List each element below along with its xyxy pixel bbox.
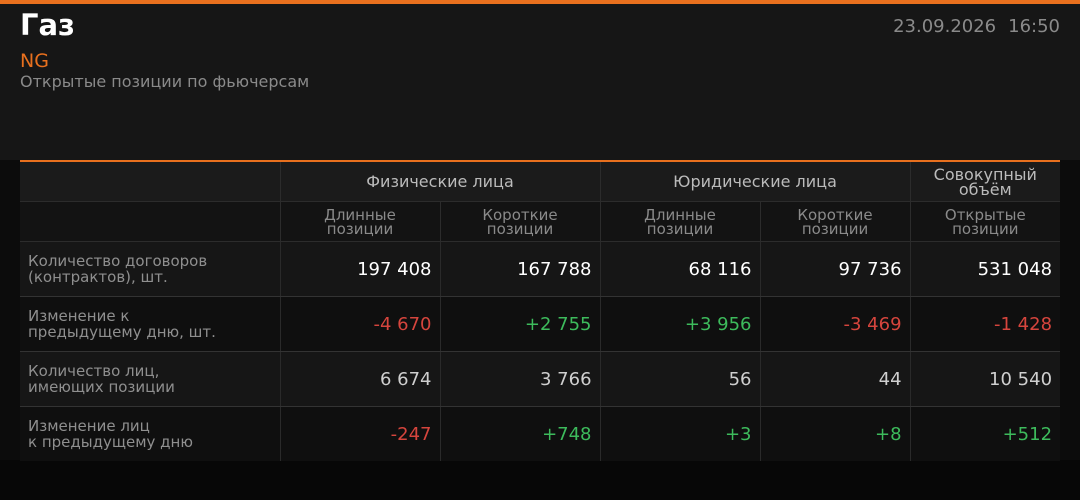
ticker: NG xyxy=(20,50,49,72)
header-panel xyxy=(0,0,1080,160)
value-cell: 3 766 xyxy=(439,351,601,407)
value-cell: -3 469 xyxy=(759,296,911,352)
value-cell: -1 428 xyxy=(909,296,1061,352)
subtitle: Открытые позиции по фьючерсам xyxy=(20,72,310,91)
value-cell: 68 116 xyxy=(599,241,761,297)
row-label: Количество договоров (контрактов), шт. xyxy=(20,241,280,297)
datetime: 23.09.2026 16:50 xyxy=(893,16,1060,37)
title: Газ xyxy=(20,8,75,42)
group-header: Юридические лица xyxy=(599,161,911,202)
row-label: Изменение к предыдущему дню, шт. xyxy=(20,296,280,352)
column-header: Длинные позиции xyxy=(599,201,761,242)
corner-cell xyxy=(20,161,280,202)
column-header: Короткие позиции xyxy=(759,201,911,242)
corner-cell xyxy=(20,201,280,242)
value-cell: +3 xyxy=(599,406,761,461)
value-cell: +748 xyxy=(439,406,601,461)
value-cell: 10 540 xyxy=(909,351,1061,407)
value-cell: +3 956 xyxy=(599,296,761,352)
column-header: Открытые позиции xyxy=(909,201,1061,242)
value-cell: +512 xyxy=(909,406,1061,461)
date: 23.09.2026 xyxy=(893,16,997,37)
group-header-row: Физические лица Юридические лица Совокупны… xyxy=(20,161,1061,202)
value-cell: 97 736 xyxy=(759,241,911,297)
data-row: Изменение лиц к предыдущему дню -247 +748 +… xyxy=(20,406,1061,461)
value-cell: +8 xyxy=(759,406,911,461)
data-row: Количество договоров (контрактов), шт. 19… xyxy=(20,241,1061,297)
data-row: Изменение к предыдущему дню, шт. -4 670 +2… xyxy=(20,296,1061,352)
column-header-row: Длинные позиции Короткие позиции Длинные п… xyxy=(20,201,1061,242)
data-row: Количество лиц, имеющих позиции 6 674 3 76… xyxy=(20,351,1061,407)
row-label: Количество лиц, имеющих позиции xyxy=(20,351,280,407)
value-cell: 167 788 xyxy=(439,241,601,297)
value-cell: +2 755 xyxy=(439,296,601,352)
column-header: Длинные позиции xyxy=(279,201,440,242)
group-header: Физические лица xyxy=(279,161,601,202)
row-label: Изменение лиц к предыдущему дню xyxy=(20,406,280,461)
positions-table: Физические лица Юридические лица Совокупны… xyxy=(20,160,1061,461)
value-cell: 6 674 xyxy=(279,351,440,407)
column-header: Короткие позиции xyxy=(439,201,601,242)
group-header: Совокупный объём xyxy=(909,161,1061,202)
value-cell: -4 670 xyxy=(279,296,440,352)
value-cell: 56 xyxy=(599,351,761,407)
value-cell: 531 048 xyxy=(909,241,1061,297)
value-cell: 44 xyxy=(759,351,911,407)
time: 16:50 xyxy=(1008,16,1060,37)
value-cell: 197 408 xyxy=(279,241,440,297)
value-cell: -247 xyxy=(279,406,440,461)
